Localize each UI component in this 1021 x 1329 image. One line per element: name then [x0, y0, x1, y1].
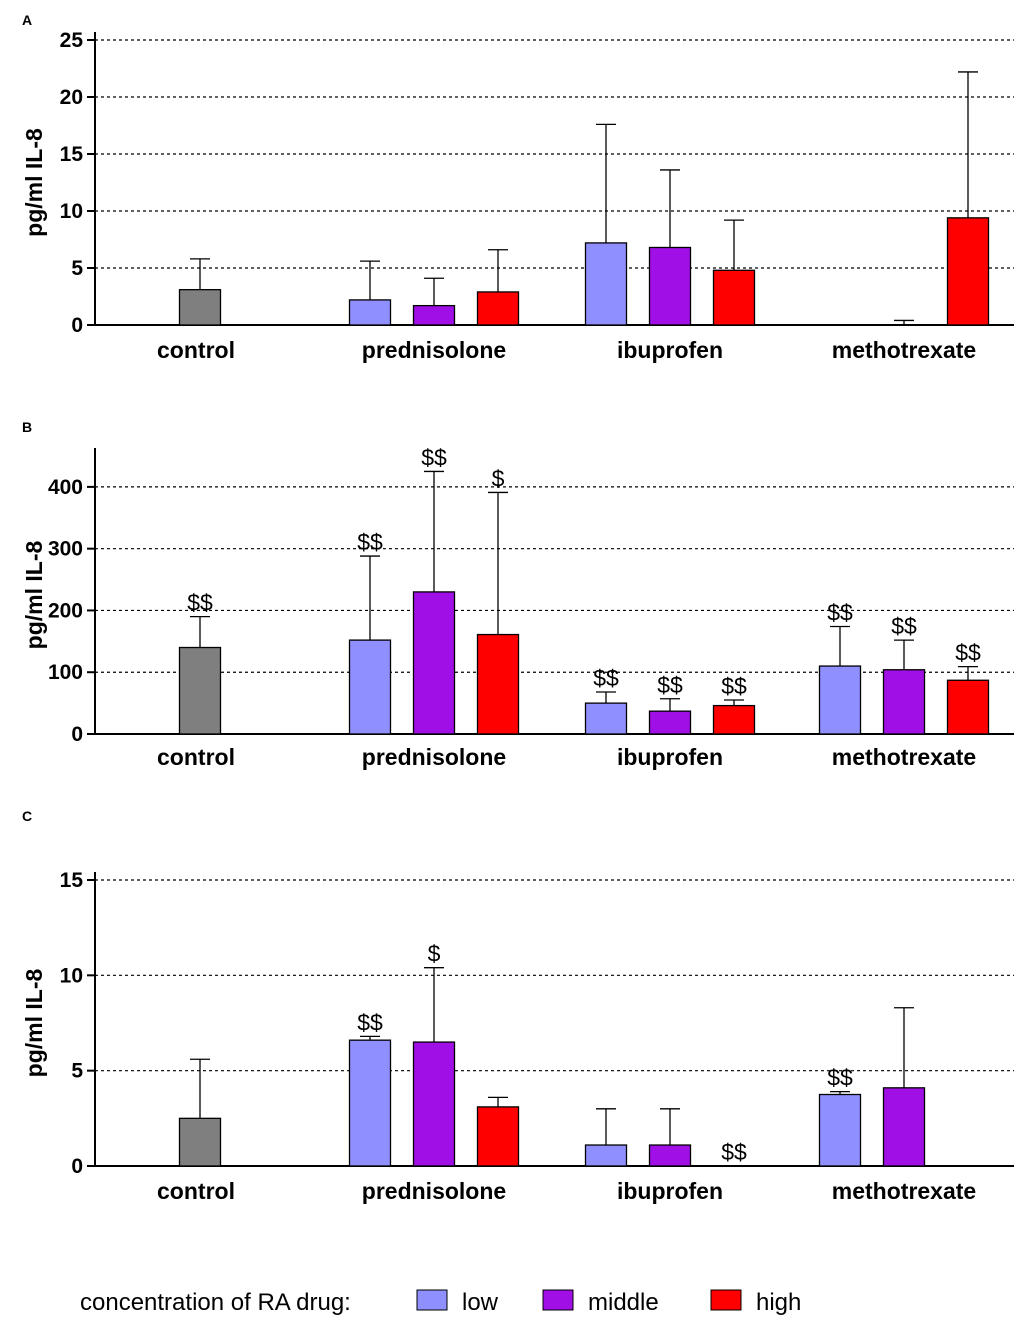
- y-tick-label: 0: [71, 723, 83, 746]
- sig-mark-prednisolone-middle: $: [428, 941, 441, 967]
- legend-swatch-high: [710, 1289, 742, 1311]
- legend: concentration of RA drug: low middle hig…: [80, 1289, 801, 1316]
- legend-swatch-low: [416, 1289, 448, 1311]
- bar-ibuprofen-high: [712, 269, 756, 326]
- bar-ibuprofen-low: [584, 242, 628, 326]
- panel-label: A: [22, 12, 32, 28]
- bar-ibuprofen-middle: [648, 1144, 692, 1167]
- bar-prednisolone-low: [348, 299, 392, 326]
- legend-label-middle: middle: [588, 1289, 659, 1316]
- y-axis-title: pg/ml IL-8: [21, 540, 47, 649]
- x-category-label-methotrexate: methotrexate: [832, 744, 976, 770]
- y-axis-title: pg/ml IL-8: [21, 968, 47, 1077]
- bar-methotrexate-middle: [882, 1087, 926, 1167]
- x-category-label-control: control: [157, 744, 235, 770]
- y-tick-label: 15: [60, 143, 84, 166]
- x-category-label-methotrexate: methotrexate: [832, 337, 976, 363]
- sig-mark-ibuprofen-high: $$: [721, 1139, 747, 1165]
- bar-control-control: [178, 1117, 222, 1167]
- bar-ibuprofen-low: [584, 702, 628, 735]
- sig-mark-ibuprofen-low: $$: [593, 665, 619, 691]
- sig-mark-prednisolone-low: $$: [357, 1009, 383, 1035]
- y-tick-label: 20: [60, 86, 83, 109]
- y-tick-label: 5: [71, 1060, 83, 1083]
- y-axis-title: pg/ml IL-8: [21, 128, 47, 237]
- bar-methotrexate-high: [946, 679, 990, 735]
- x-category-label-control: control: [157, 1178, 235, 1204]
- y-tick-label: 0: [71, 1155, 83, 1178]
- x-category-label-ibuprofen: ibuprofen: [617, 1178, 723, 1204]
- bar-methotrexate-high: [946, 217, 990, 326]
- y-tick-label: 300: [48, 538, 83, 561]
- bar-control-control: [178, 289, 222, 326]
- y-tick-label: 0: [71, 314, 83, 337]
- bar-prednisolone-high: [476, 633, 520, 735]
- bar-methotrexate-middle: [882, 669, 926, 735]
- sig-mark-prednisolone-high: $: [492, 465, 505, 491]
- y-tick-label: 10: [60, 964, 83, 987]
- bar-prednisolone-low: [348, 639, 392, 735]
- panel-a: Apg/ml IL-8 0 5 10 15 20 25 control prednisolone…: [21, 12, 1014, 363]
- y-tick-label: 400: [48, 476, 83, 499]
- legend-swatch-middle: [542, 1289, 574, 1311]
- sig-mark-prednisolone-middle: $$: [421, 444, 447, 470]
- y-tick-label: 100: [48, 661, 83, 684]
- bar-prednisolone-high: [476, 291, 520, 326]
- x-category-label-prednisolone: prednisolone: [362, 337, 506, 363]
- sig-mark-methotrexate-low: $$: [827, 600, 853, 626]
- bar-prednisolone-middle: [412, 1041, 456, 1167]
- x-category-label-ibuprofen: ibuprofen: [617, 337, 723, 363]
- sig-mark-prednisolone-low: $$: [357, 529, 383, 555]
- y-tick-label: 10: [60, 200, 83, 223]
- sig-mark-ibuprofen-middle: $$: [657, 672, 683, 698]
- bar-prednisolone-high: [476, 1106, 520, 1167]
- sig-mark-methotrexate-low: $$: [827, 1065, 853, 1091]
- bar-control-control: [178, 646, 222, 735]
- bar-prednisolone-low: [348, 1039, 392, 1167]
- legend-label-high: high: [756, 1289, 801, 1316]
- bar-ibuprofen-low: [584, 1144, 628, 1167]
- panel-label: C: [22, 808, 32, 824]
- legend-title: concentration of RA drug:: [80, 1289, 351, 1316]
- y-tick-label: 25: [60, 29, 84, 52]
- y-tick-label: 200: [48, 599, 83, 622]
- bar-methotrexate-low: [818, 665, 862, 735]
- bar-ibuprofen-middle: [648, 246, 692, 326]
- y-tick-label: 15: [60, 869, 84, 892]
- x-category-label-control: control: [157, 337, 235, 363]
- y-tick-label: 5: [71, 257, 83, 280]
- sig-mark-ibuprofen-high: $$: [721, 673, 747, 699]
- x-category-label-ibuprofen: ibuprofen: [617, 744, 723, 770]
- sig-mark-control-control: $$: [187, 590, 213, 616]
- bar-prednisolone-middle: [412, 591, 456, 735]
- panels: Apg/ml IL-8 0 5 10 15 20 25 control prednisolone…: [21, 12, 1014, 1204]
- sig-mark-methotrexate-high: $$: [955, 640, 981, 666]
- panel-label: B: [22, 419, 32, 435]
- bar-ibuprofen-middle: [648, 710, 692, 735]
- sig-mark-methotrexate-middle: $$: [891, 613, 917, 639]
- x-category-label-methotrexate: methotrexate: [832, 1178, 976, 1204]
- x-category-label-prednisolone: prednisolone: [362, 1178, 506, 1204]
- bar-prednisolone-middle: [412, 304, 456, 326]
- x-category-label-prednisolone: prednisolone: [362, 744, 506, 770]
- legend-label-low: low: [462, 1289, 499, 1316]
- bar-ibuprofen-high: [712, 704, 756, 735]
- bar-methotrexate-low: [818, 1093, 862, 1167]
